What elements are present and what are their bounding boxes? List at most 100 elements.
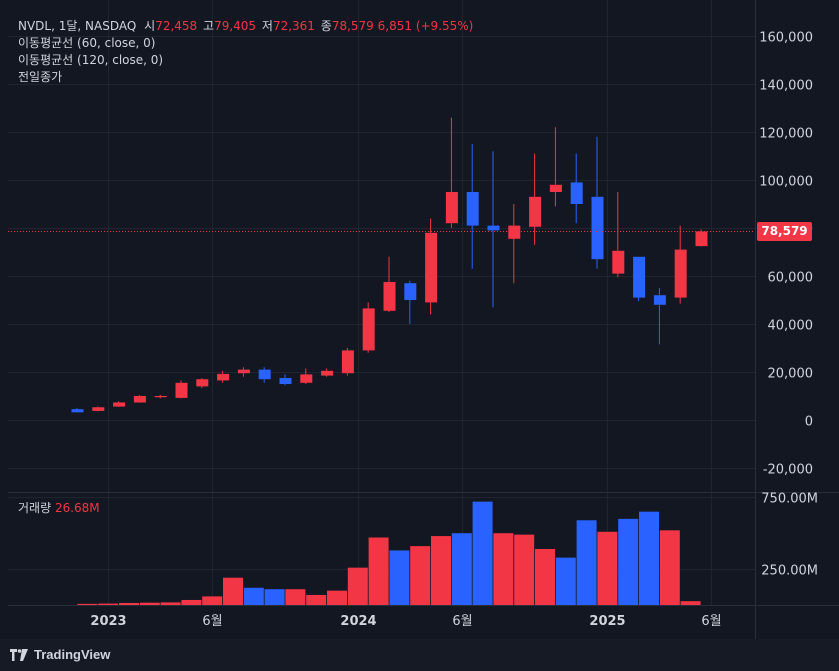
candle-body[interactable] (258, 369, 271, 380)
volume-bar[interactable] (597, 531, 618, 605)
candle-body[interactable] (570, 182, 583, 204)
candle-body[interactable] (549, 184, 562, 192)
candle-body[interactable] (175, 382, 188, 398)
candle-body[interactable] (133, 396, 146, 403)
volume-bar[interactable] (410, 546, 431, 605)
volume-bar[interactable] (139, 602, 160, 605)
symbol-label[interactable]: NVDL, 1달, NASDAQ (18, 19, 137, 33)
candle-body[interactable] (466, 192, 479, 226)
prev-close-legend[interactable]: 전일종가 (18, 70, 63, 84)
volume-bar[interactable] (119, 602, 139, 605)
candles (8, 117, 755, 413)
volume-bar[interactable] (451, 533, 472, 605)
candle-body[interactable] (113, 402, 126, 407)
last-price-label: 78,579 (757, 221, 812, 241)
time-tick-label: 2024 (340, 614, 376, 629)
candle-body[interactable] (487, 225, 500, 231)
high-value: 79,405 (214, 19, 257, 33)
grid (8, 0, 839, 639)
volume-bar[interactable] (639, 511, 659, 605)
volume-bar[interactable] (347, 567, 368, 605)
price-tick-label: 20,000 (768, 367, 814, 382)
candle-body[interactable] (529, 196, 542, 227)
tradingview-logo-icon (10, 648, 28, 661)
volume-bar[interactable] (202, 596, 223, 605)
candle-body[interactable] (196, 379, 209, 387)
volume-bar[interactable] (264, 589, 285, 605)
candle-body[interactable] (591, 196, 604, 260)
ma60-legend[interactable]: 이동평균선 (60, close, 0) (18, 36, 156, 50)
volume-tick-label: 250.00M (761, 564, 818, 579)
volume-bar[interactable] (389, 550, 410, 605)
low-label: 저 (261, 19, 273, 33)
volume-bar[interactable] (285, 589, 306, 605)
volume-bar[interactable] (431, 536, 451, 605)
high-label: 고 (203, 19, 215, 33)
open-label: 시 (144, 19, 156, 33)
price-tick-label: 100,000 (759, 175, 813, 190)
candle-body[interactable] (92, 407, 105, 411)
time-tick-label: 6월 (202, 614, 222, 629)
volume-bar[interactable] (576, 520, 597, 605)
candle-body[interactable] (341, 350, 354, 374)
volume-bar[interactable] (618, 518, 639, 605)
candle-body[interactable] (154, 396, 167, 398)
volume-bar[interactable] (368, 537, 389, 605)
volume-bar[interactable] (243, 587, 264, 605)
candle-body[interactable] (404, 283, 417, 300)
candle-body[interactable] (653, 295, 666, 305)
candle-body[interactable] (633, 256, 646, 298)
price-tick-label: -20,000 (763, 463, 813, 478)
time-tick-label: 6월 (452, 614, 472, 629)
candle-body[interactable] (71, 409, 84, 413)
volume-tick-label: 750.00M (761, 492, 818, 507)
change-value: 6,851 (+9.55%) (377, 19, 474, 33)
volume-bars (77, 501, 701, 605)
volume-bar[interactable] (535, 549, 555, 605)
volume-bar[interactable] (472, 501, 493, 605)
candle-body[interactable] (383, 282, 396, 311)
volume-bar[interactable] (77, 603, 98, 605)
volume-bar[interactable] (680, 601, 701, 605)
volume-bar[interactable] (181, 599, 202, 605)
candle-body[interactable] (425, 232, 438, 303)
tradingview-brand[interactable]: TradingView (10, 647, 110, 662)
volume-bar[interactable] (659, 530, 680, 605)
volume-bar[interactable] (493, 533, 514, 605)
low-value: 72,361 (272, 19, 315, 33)
candle-body[interactable] (321, 370, 334, 376)
volume-bar[interactable] (160, 602, 181, 605)
price-tick-label: 60,000 (768, 271, 814, 286)
candle-body[interactable] (612, 250, 625, 274)
candle-body[interactable] (300, 374, 313, 383)
time-tick-label: 2025 (589, 614, 625, 629)
volume-bar[interactable] (98, 603, 119, 605)
ohlc-legend: NVDL, 1달, NASDAQ 시72,458 고79,405 저72,361… (18, 18, 473, 35)
candle-body[interactable] (362, 308, 375, 351)
candle-body[interactable] (279, 378, 292, 384)
price-tick-label: 160,000 (759, 31, 813, 46)
axes: 160,000140,000120,000100,00080,00060,000… (90, 31, 818, 630)
candle-body[interactable] (695, 231, 708, 247)
candle-body[interactable] (237, 369, 250, 374)
volume-bar[interactable] (327, 590, 347, 605)
price-tick-label: 0 (805, 415, 813, 430)
volume-bar[interactable] (555, 557, 576, 605)
price-tick-label: 40,000 (768, 319, 814, 334)
open-value: 72,458 (155, 19, 198, 33)
volume-label: 거래량 (18, 501, 52, 515)
ma120-legend[interactable]: 이동평균선 (120, close, 0) (18, 53, 164, 67)
volume-bar[interactable] (223, 577, 243, 605)
volume-bar[interactable] (306, 594, 327, 605)
candle-body[interactable] (217, 373, 230, 381)
candle-body[interactable] (445, 192, 458, 224)
volume-bar[interactable] (514, 534, 535, 605)
chart-canvas[interactable]: 160,000140,000120,000100,00080,00060,000… (0, 0, 839, 639)
candle-body[interactable] (508, 225, 521, 239)
candle-body[interactable] (674, 249, 687, 298)
time-tick-label: 6월 (701, 614, 721, 629)
footer: TradingView (0, 639, 839, 671)
close-label: 종 (320, 19, 332, 33)
volume-legend[interactable]: 거래량 26.68M (18, 500, 100, 517)
